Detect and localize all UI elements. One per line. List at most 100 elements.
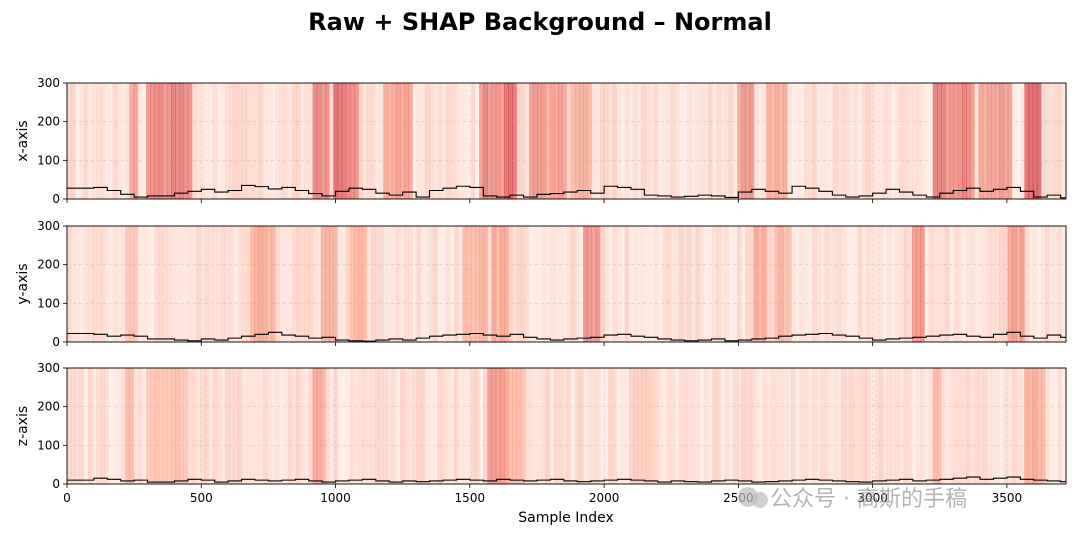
shap-stripe	[957, 368, 963, 484]
shap-stripe	[350, 83, 355, 199]
shap-background-x-axis	[67, 83, 1066, 199]
y-axis-label-x-axis: x-axis	[15, 120, 31, 161]
shap-stripe	[554, 226, 559, 342]
shap-stripe	[383, 226, 389, 342]
shap-stripe	[245, 368, 251, 484]
shap-stripe	[449, 83, 455, 199]
shap-stripe	[166, 226, 172, 342]
shap-stripe	[911, 83, 917, 199]
shap-stripe	[916, 83, 921, 199]
shap-stripe	[337, 368, 343, 484]
shap-stripe	[171, 83, 176, 199]
shap-stripe	[1028, 83, 1034, 199]
shap-stripe	[212, 368, 218, 484]
shap-stripe	[146, 83, 151, 199]
shap-stripe	[737, 83, 742, 199]
shap-stripe	[341, 83, 347, 199]
shap-stripe	[254, 83, 260, 199]
shap-stripe	[316, 83, 322, 199]
shap-stripe	[420, 83, 426, 199]
shap-stripe	[91, 226, 97, 342]
shap-stripe	[304, 368, 310, 484]
shap-stripe	[674, 226, 680, 342]
shap-stripe	[312, 83, 318, 199]
shap-stripe	[782, 368, 788, 484]
shap-stripe	[408, 83, 414, 199]
shap-stripe	[129, 226, 135, 342]
shap-stripe	[333, 83, 339, 199]
shap-stripe	[175, 368, 180, 484]
shap-stripe	[941, 368, 946, 484]
shap-stripe	[112, 368, 118, 484]
shap-stripe	[778, 226, 784, 342]
shap-stripe	[874, 226, 880, 342]
shap-stripe	[574, 83, 580, 199]
shap-stripe	[807, 226, 813, 342]
shap-stripe	[133, 368, 139, 484]
shap-stripe	[770, 83, 776, 199]
shap-stripe	[820, 368, 826, 484]
shap-stripe	[258, 368, 264, 484]
shap-stripe	[678, 83, 684, 199]
shap-stripe	[524, 368, 530, 484]
y-tick-label: 100	[37, 296, 60, 310]
shap-stripe	[866, 83, 871, 199]
shap-stripe	[595, 83, 601, 199]
shap-stripe	[83, 83, 89, 199]
shap-stripe	[533, 83, 538, 199]
shap-stripe	[1007, 368, 1013, 484]
shap-stripe	[337, 83, 343, 199]
shap-stripe	[916, 226, 921, 342]
shap-stripe	[116, 226, 122, 342]
shap-stripe	[787, 83, 792, 199]
shap-stripe	[358, 368, 364, 484]
shap-stripe	[936, 368, 942, 484]
shap-stripe	[841, 83, 846, 199]
shap-stripe	[832, 368, 838, 484]
shap-stripe	[1028, 226, 1034, 342]
shap-stripe	[125, 83, 131, 199]
shap-stripe	[200, 226, 205, 342]
shap-stripe	[620, 83, 626, 199]
shap-stripe	[670, 226, 676, 342]
shap-stripe	[75, 226, 81, 342]
shap-stripe	[283, 226, 289, 342]
shap-stripe	[304, 83, 310, 199]
shap-stripe	[508, 83, 513, 199]
shap-stripe	[295, 368, 301, 484]
y-tick-label: 200	[37, 258, 60, 272]
shap-stripe	[300, 83, 305, 199]
shap-stripe	[462, 368, 468, 484]
shap-stripe	[1045, 226, 1050, 342]
shap-stripe	[991, 83, 996, 199]
shap-stripe	[487, 226, 493, 342]
shap-stripe	[824, 368, 830, 484]
shap-stripe	[737, 368, 742, 484]
shap-stripe	[870, 368, 876, 484]
shap-stripe	[554, 83, 559, 199]
shap-stripe	[345, 226, 351, 342]
shap-stripe	[320, 83, 326, 199]
shap-stripe	[591, 226, 597, 342]
shap-stripe	[570, 226, 576, 342]
shap-stripe	[828, 83, 834, 199]
shap-stripe	[1053, 368, 1059, 484]
shap-stripe	[949, 368, 955, 484]
shap-stripe	[595, 226, 601, 342]
shap-stripe	[250, 83, 255, 199]
shap-stripe	[820, 83, 826, 199]
shap-stripe	[957, 226, 963, 342]
shap-stripe	[1032, 83, 1038, 199]
shap-stripe	[225, 83, 230, 199]
shap-stripe	[628, 368, 634, 484]
shap-stripe	[545, 226, 551, 342]
shap-stripe	[1045, 368, 1050, 484]
shap-stripe	[208, 226, 214, 342]
shap-stripe	[437, 83, 443, 199]
shap-stripe	[1049, 368, 1055, 484]
shap-stripe	[670, 83, 676, 199]
shap-stripe	[325, 368, 330, 484]
shap-stripe	[574, 226, 580, 342]
shap-stripe	[583, 368, 588, 484]
y-tick-label: 100	[37, 438, 60, 452]
